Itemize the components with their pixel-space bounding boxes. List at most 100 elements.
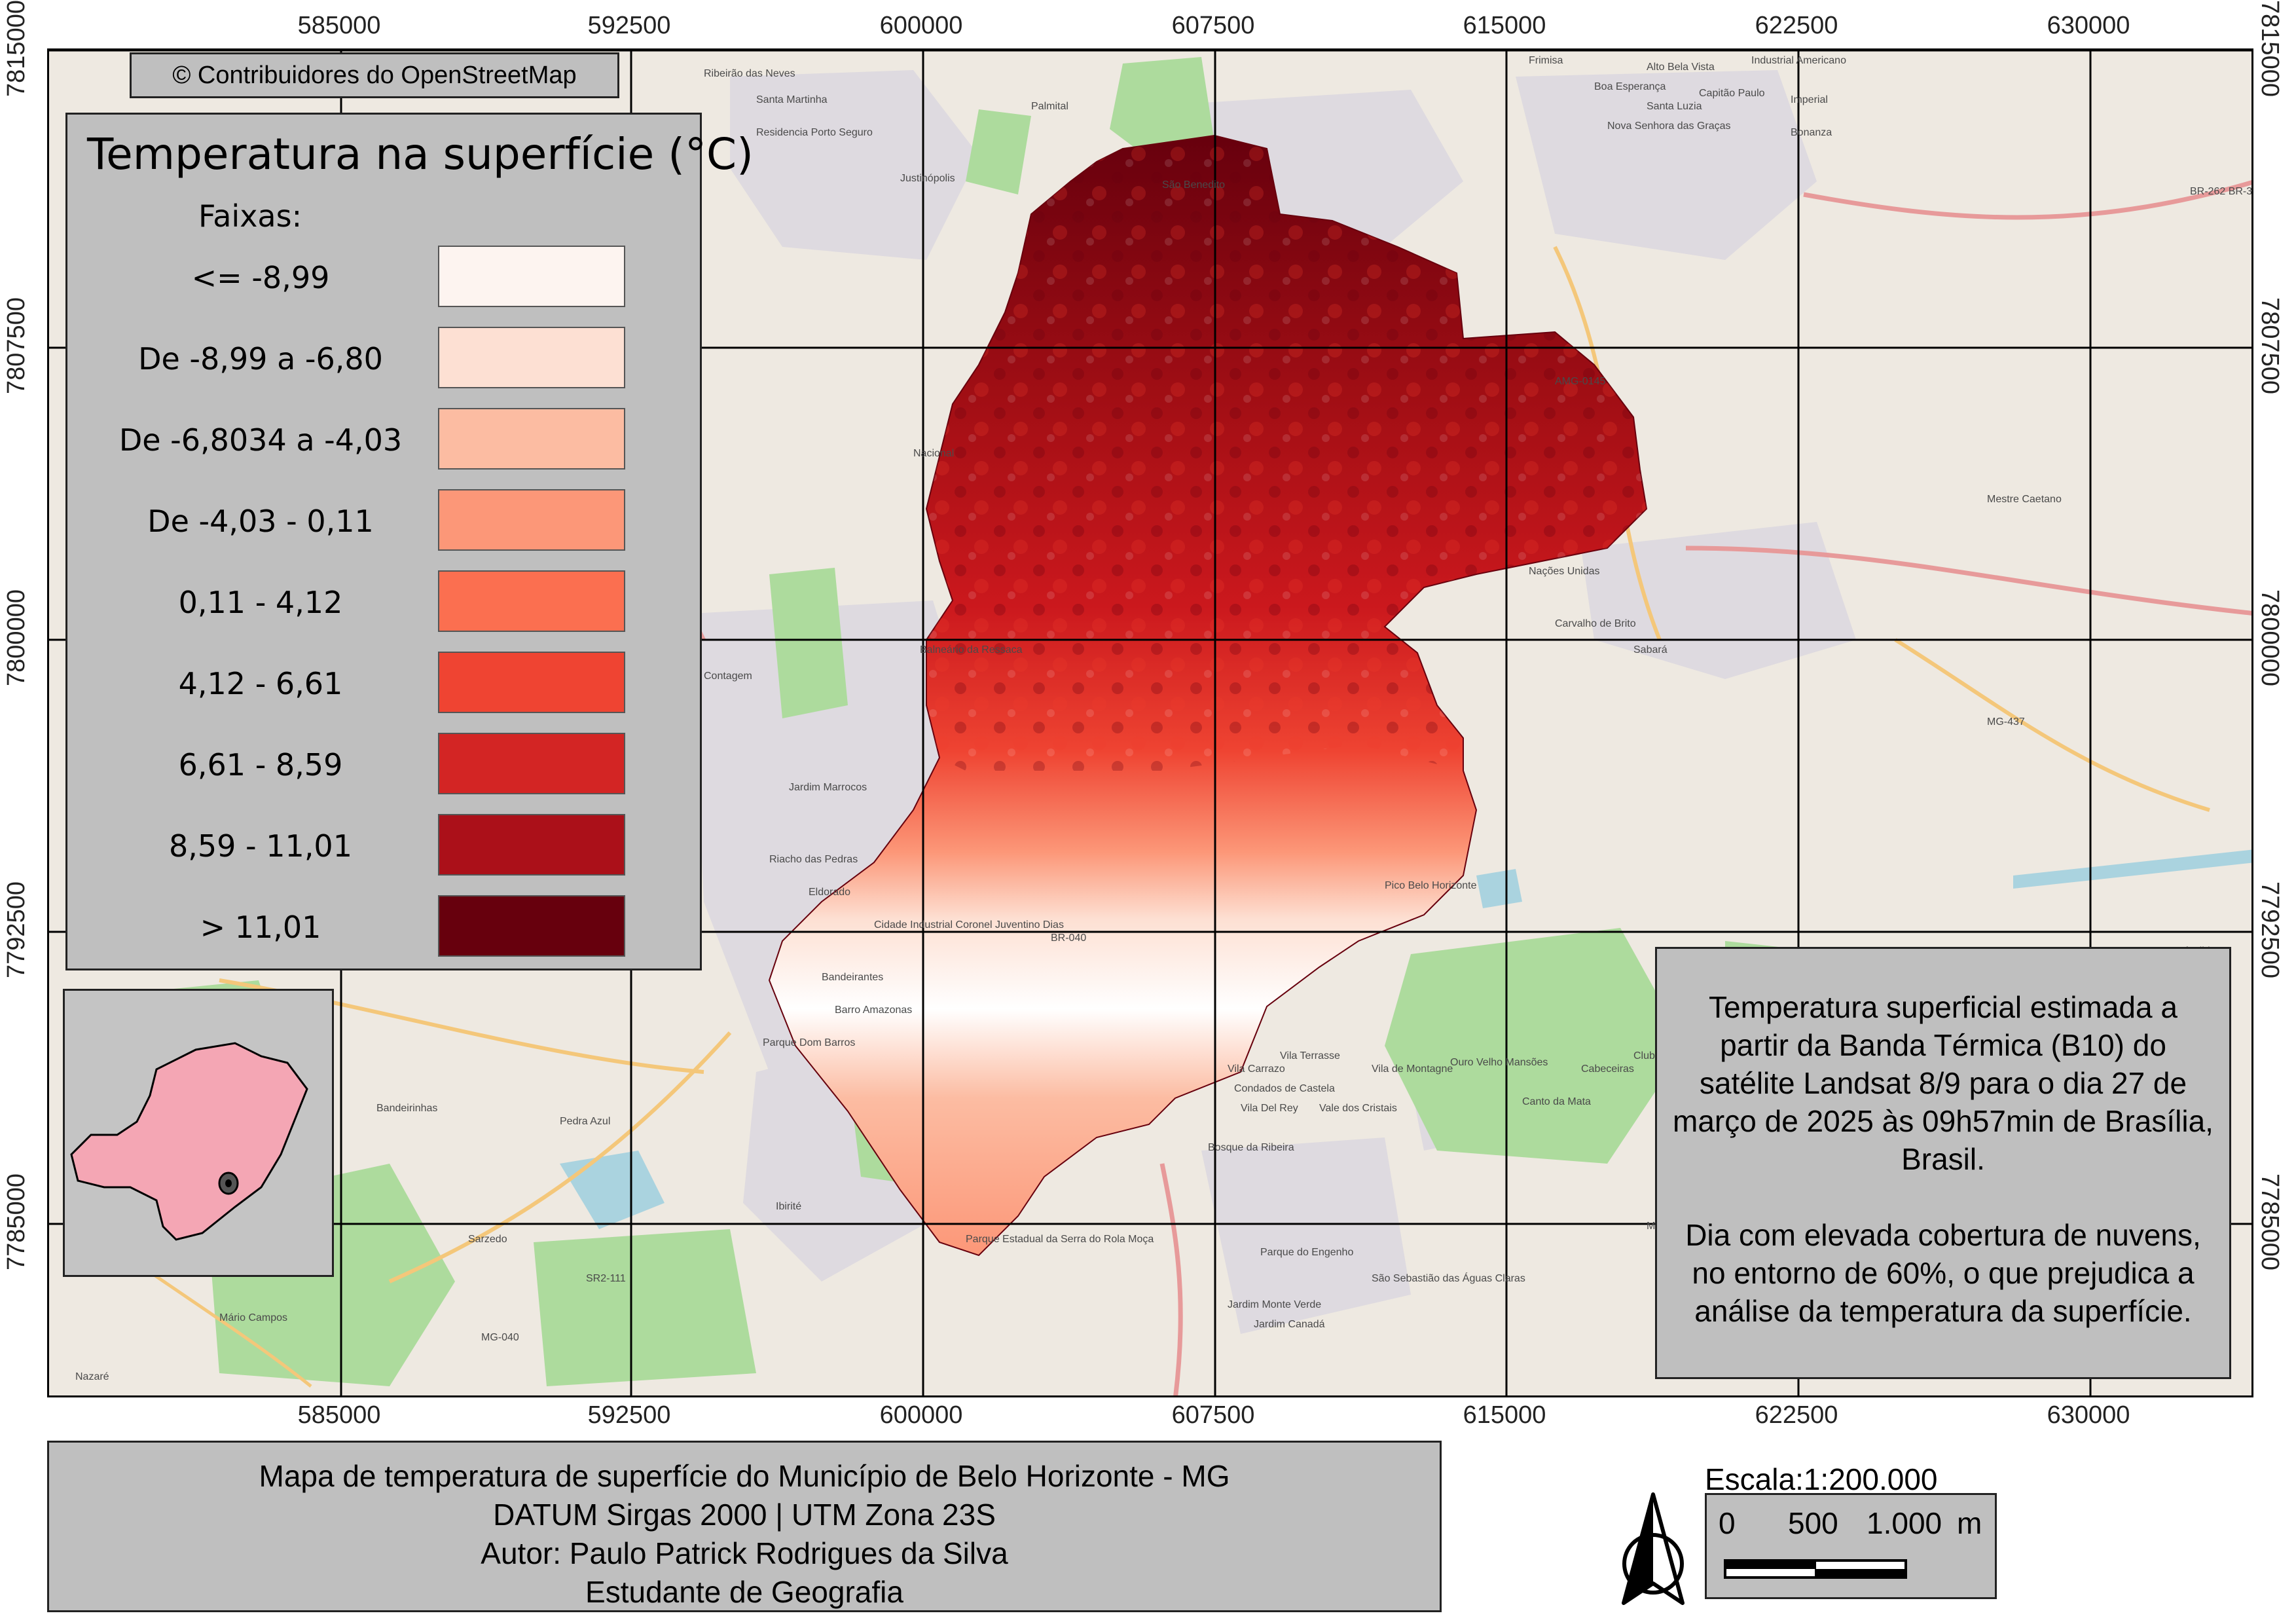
place-label: Jardim Canadá xyxy=(1254,1319,1325,1330)
legend-item: De -8,99 a -6,80 xyxy=(67,327,704,390)
y-tick-label-left: 7800000 xyxy=(3,589,30,686)
legend-item-label: 0,11 - 4,12 xyxy=(178,585,343,620)
place-label: Sarzedo xyxy=(468,1234,507,1245)
place-label: Bandeirantes xyxy=(822,972,883,983)
place-label: Carvalho de Brito xyxy=(1555,618,1636,629)
legend-item: 8,59 - 11,01 xyxy=(67,814,704,877)
urban-areas xyxy=(691,70,1856,1334)
notes-paragraph-2: Dia com elevada cobertura de nuvens, no … xyxy=(1685,1218,2201,1328)
legend-subtitle: Faixas: xyxy=(198,198,302,234)
legend-item: > 11,01 xyxy=(67,895,704,958)
x-tick-label-bottom: 615000 xyxy=(1463,1401,1546,1429)
legend-color-swatch xyxy=(438,733,625,794)
legend-color-swatch xyxy=(438,570,625,632)
x-tick-label-top: 630000 xyxy=(2047,12,2130,39)
place-label: Santa Martinha xyxy=(756,94,828,105)
place-label: Pedra Azul xyxy=(560,1116,610,1127)
place-label: Vila Terrasse xyxy=(1280,1050,1340,1061)
scale-bar-segment-2 xyxy=(1816,1562,1904,1576)
y-tick-label-left: 7807500 xyxy=(3,297,30,394)
scale-bar xyxy=(1724,1559,1907,1579)
place-label: Cidade Industrial Coronel Juventino Dias xyxy=(874,919,1064,931)
place-label: São Benedito xyxy=(1162,179,1225,191)
temperature-raster xyxy=(768,134,1648,1257)
place-label: BR-040 xyxy=(1051,932,1086,944)
x-tick-label-bottom: 585000 xyxy=(297,1401,381,1429)
osm-attribution: © Contribuidores do OpenStreetMap xyxy=(130,52,619,98)
place-label: SR2-111 xyxy=(586,1273,626,1284)
legend-color-swatch xyxy=(438,652,625,713)
legend-title: Temperatura na superfície (°C) xyxy=(87,129,754,179)
legend-item: De -4,03 - 0,11 xyxy=(67,489,704,552)
place-label: Parque Estadual da Serra do Rola Moça xyxy=(966,1234,1154,1245)
map-title-box: Mapa de temperatura de superfície do Mun… xyxy=(47,1441,1442,1612)
place-label: Canto da Mata xyxy=(1522,1096,1591,1107)
place-label: Eldorado xyxy=(809,887,850,898)
place-label: BR-262 BR-381 xyxy=(2190,186,2253,197)
place-label: Palmital xyxy=(1031,101,1068,112)
y-tick-label-right: 7815000 xyxy=(2256,0,2284,97)
place-label: Imperial xyxy=(1791,94,1828,105)
place-label: Bonanza xyxy=(1791,127,1832,138)
x-tick-label-bottom: 622500 xyxy=(1755,1401,1838,1429)
place-label: Vila Carrazo xyxy=(1228,1063,1285,1075)
place-label: Vale dos Cristais xyxy=(1319,1103,1397,1114)
legend-item: De -6,8034 a -4,03 xyxy=(67,408,704,471)
y-tick-label-left: 7815000 xyxy=(3,0,30,97)
locator-inset-map xyxy=(63,989,334,1277)
y-tick-label-right: 7792500 xyxy=(2256,881,2284,978)
place-label: Mestre Caetano xyxy=(1987,494,2062,505)
place-label: Barro Amazonas xyxy=(835,1005,912,1016)
place-label: Santa Luzia xyxy=(1647,101,1702,112)
scale-bar-box: 0 500 1.000 m xyxy=(1705,1493,1997,1599)
scale-bar-segment-1 xyxy=(1726,1562,1816,1576)
place-label: Justinópolis xyxy=(900,173,955,184)
legend-item: 4,12 - 6,61 xyxy=(67,652,704,714)
place-label: Vila Del Rey xyxy=(1241,1103,1298,1114)
place-label: Mário Campos xyxy=(219,1312,287,1323)
y-tick-label-left: 7792500 xyxy=(3,881,30,978)
place-label: MG-040 xyxy=(481,1332,519,1343)
north-arrow-icon xyxy=(1622,1492,1685,1605)
place-label: Nova Senhora das Graças xyxy=(1607,120,1731,132)
place-label: Frimisa xyxy=(1529,55,1563,66)
legend-item: <= -8,99 xyxy=(67,246,704,308)
locator-map-svg xyxy=(70,1042,308,1241)
notes-paragraph-1: Temperatura superficial estimada a parti… xyxy=(1673,990,2214,1176)
y-tick-label-right: 7800000 xyxy=(2256,589,2284,686)
state-outline xyxy=(70,1042,308,1241)
x-tick-label-bottom: 600000 xyxy=(879,1401,963,1429)
x-tick-label-bottom: 592500 xyxy=(587,1401,671,1429)
place-label: Capitão Paulo xyxy=(1699,88,1765,99)
legend-panel: Temperatura na superfície (°C) Faixas: <… xyxy=(65,113,754,970)
place-label: Ouro Velho Mansões xyxy=(1450,1057,1548,1068)
legend-item-label: > 11,01 xyxy=(200,910,321,945)
place-label: Bandeirinhas xyxy=(376,1103,437,1114)
place-label: Nações Unidas xyxy=(1529,566,1600,577)
place-label: MG-437 xyxy=(1987,716,2025,728)
place-label: Balneário da Ressaca xyxy=(920,644,1023,655)
scale-unit: m xyxy=(1957,1506,1982,1540)
legend-color-swatch xyxy=(438,246,625,307)
author-line: Autor: Paulo Patrick Rodrigues da Silva xyxy=(481,1536,1008,1570)
legend-item-label: De -4,03 - 0,11 xyxy=(147,504,374,539)
x-tick-label-top: 585000 xyxy=(297,12,381,39)
place-label: Cabeceiras xyxy=(1581,1063,1634,1075)
place-label: Bosque da Ribeira xyxy=(1208,1142,1294,1153)
place-labels: Ribeirão das Neves Santa Martinha Residenc… xyxy=(75,55,2253,1382)
x-tick-label-top: 615000 xyxy=(1463,12,1546,39)
legend-item: 6,61 - 8,59 xyxy=(67,733,704,796)
scale-label-500: 500 xyxy=(1788,1506,1838,1540)
y-tick-label-right: 7785000 xyxy=(2256,1173,2284,1270)
place-label: Contagem xyxy=(704,671,752,682)
x-tick-label-top: 622500 xyxy=(1755,12,1838,39)
legend-color-swatch xyxy=(438,814,625,876)
place-label: Riacho das Pedras xyxy=(769,854,858,865)
legend-item: 0,11 - 4,12 xyxy=(67,570,704,633)
osm-attribution-text: © Contribuidores do OpenStreetMap xyxy=(172,61,577,89)
water-bodies xyxy=(560,849,2251,1229)
legend-item-label: De -6,8034 a -4,03 xyxy=(118,422,403,458)
place-label: Alto Bela Vista xyxy=(1647,62,1715,73)
legend-color-swatch xyxy=(438,327,625,388)
map-title: Mapa de temperatura de superfície do Mun… xyxy=(259,1459,1230,1493)
